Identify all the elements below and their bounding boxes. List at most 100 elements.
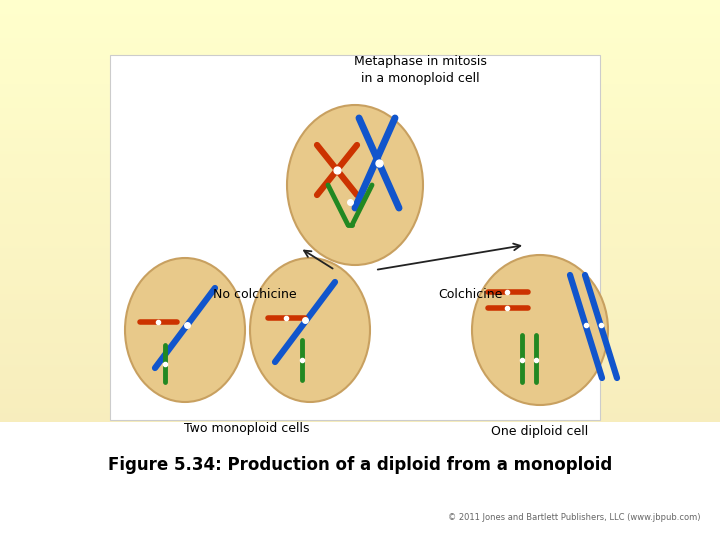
Bar [0,389,720,392]
Bar [0,232,720,235]
Bar [0,305,720,308]
Text: Figure 5.34: Production of a diploid from a monoploid: Figure 5.34: Production of a diploid fro… [108,456,612,474]
Bar [0,0,720,3]
Bar [0,108,720,111]
Bar [0,310,720,313]
Bar [0,205,720,208]
Bar [0,354,720,356]
Bar [0,421,720,424]
Bar [0,362,720,364]
Bar [0,197,720,200]
Bar [0,319,720,321]
Bar [0,208,720,211]
Bar [0,14,720,16]
Bar [0,454,720,456]
Bar [0,259,720,262]
Bar [0,489,720,491]
Bar [0,464,720,467]
Bar [0,243,720,246]
Bar [0,30,720,32]
Bar [0,373,720,375]
Bar [0,16,720,19]
Bar [0,446,720,448]
Bar [0,392,720,394]
Bar [0,54,720,57]
Bar [0,408,720,410]
Bar [0,256,720,259]
Bar [0,192,720,194]
Bar [0,386,720,389]
Bar [0,113,720,116]
Bar [0,32,720,35]
Bar [0,281,720,284]
Bar [0,418,720,421]
Bar [0,40,720,43]
Bar [0,416,720,418]
Bar [0,8,720,11]
Bar [0,248,720,251]
Bar [0,24,720,27]
Bar [0,532,720,535]
Bar [0,170,720,173]
Bar [0,529,720,532]
Bar [0,478,720,481]
Bar [0,508,720,510]
Bar [0,262,720,265]
Bar [0,410,720,413]
Bar [0,181,720,184]
Bar [0,238,720,240]
Bar [0,143,720,146]
Bar [0,313,720,316]
Bar [0,211,720,213]
Bar [0,537,720,540]
Bar [0,240,720,243]
Bar [0,251,720,254]
Text: One diploid cell: One diploid cell [491,425,589,438]
Bar [0,292,720,294]
Bar [0,375,720,378]
Bar [0,3,720,5]
Bar [0,27,720,30]
Bar [0,367,720,370]
Ellipse shape [472,255,608,405]
Bar [0,370,720,373]
Ellipse shape [287,105,423,265]
Bar [0,132,720,135]
Bar [0,11,720,14]
Bar [0,86,720,89]
Bar [0,230,720,232]
Ellipse shape [125,258,245,402]
Text: Metaphase in mitosis
in a monoploid cell: Metaphase in mitosis in a monoploid cell [354,55,487,85]
Bar [0,346,720,348]
Bar [0,165,720,167]
Bar [0,321,720,324]
Bar [0,159,720,162]
Bar [0,46,720,49]
Bar [0,19,720,22]
Bar [0,146,720,148]
Bar [0,400,720,402]
Bar [0,124,720,127]
Bar [0,443,720,445]
Bar [0,157,720,159]
Bar [0,348,720,351]
Bar [0,494,720,497]
Bar [0,524,720,526]
Bar [0,173,720,176]
Bar [0,267,720,270]
Bar [0,246,720,248]
Bar [0,5,720,8]
Bar [0,167,720,170]
Bar [0,103,720,105]
Bar [0,324,720,327]
Bar [0,127,720,130]
Bar [0,397,720,400]
Bar [0,475,720,478]
Bar [0,213,720,216]
Bar [0,467,720,470]
Bar [0,451,720,454]
Bar [0,265,720,267]
Bar [0,62,720,65]
Bar [0,178,720,181]
Bar [0,294,720,297]
